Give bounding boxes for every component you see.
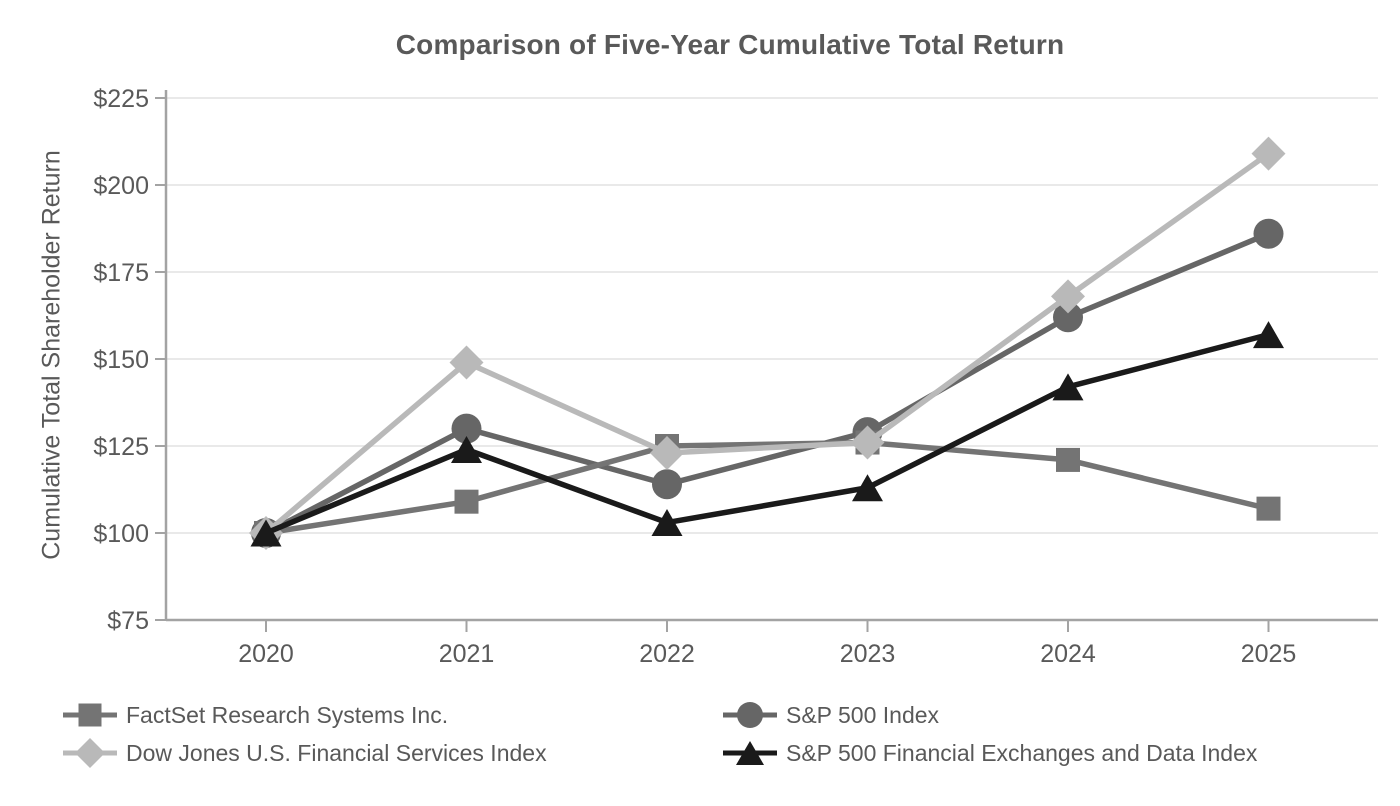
square-marker-icon <box>63 703 117 727</box>
legend-item-sp500: S&P 500 Index <box>722 698 1257 732</box>
legend-item-factset: FactSet Research Systems Inc. <box>62 698 722 732</box>
svg-text:2021: 2021 <box>439 640 495 668</box>
circle-marker-icon <box>723 702 777 728</box>
svg-text:2020: 2020 <box>238 640 294 668</box>
diamond-marker-icon <box>63 738 117 768</box>
legend-label: Dow Jones U.S. Financial Services Index <box>126 739 547 766</box>
chart-title: Comparison of Five-Year Cumulative Total… <box>395 29 1065 60</box>
legend-item-sp500-fed: S&P 500 Financial Exchanges and Data Ind… <box>722 736 1257 770</box>
svg-text:$125: $125 <box>93 433 149 461</box>
svg-text:$200: $200 <box>93 172 149 200</box>
legend-label: FactSet Research Systems Inc. <box>126 701 449 728</box>
triangle-marker-icon <box>723 741 777 765</box>
series-diamond <box>249 136 1286 550</box>
chart-legend: FactSet Research Systems Inc. S&P 500 In… <box>62 698 1257 770</box>
svg-text:$75: $75 <box>107 607 149 635</box>
legend-label: S&P 500 Index <box>786 701 940 728</box>
svg-text:$100: $100 <box>93 520 149 548</box>
legend-item-dowjones: Dow Jones U.S. Financial Services Index <box>62 736 722 770</box>
legend-label: S&P 500 Financial Exchanges and Data Ind… <box>786 739 1258 766</box>
series-circle <box>251 218 1284 548</box>
svg-text:$225: $225 <box>93 85 149 113</box>
svg-text:2025: 2025 <box>1241 640 1297 668</box>
svg-text:$175: $175 <box>93 259 149 287</box>
series-triangle <box>250 321 1284 547</box>
svg-text:2023: 2023 <box>840 640 896 668</box>
svg-text:2024: 2024 <box>1040 640 1096 668</box>
svg-text:$150: $150 <box>93 346 149 374</box>
svg-text:2022: 2022 <box>639 640 695 668</box>
